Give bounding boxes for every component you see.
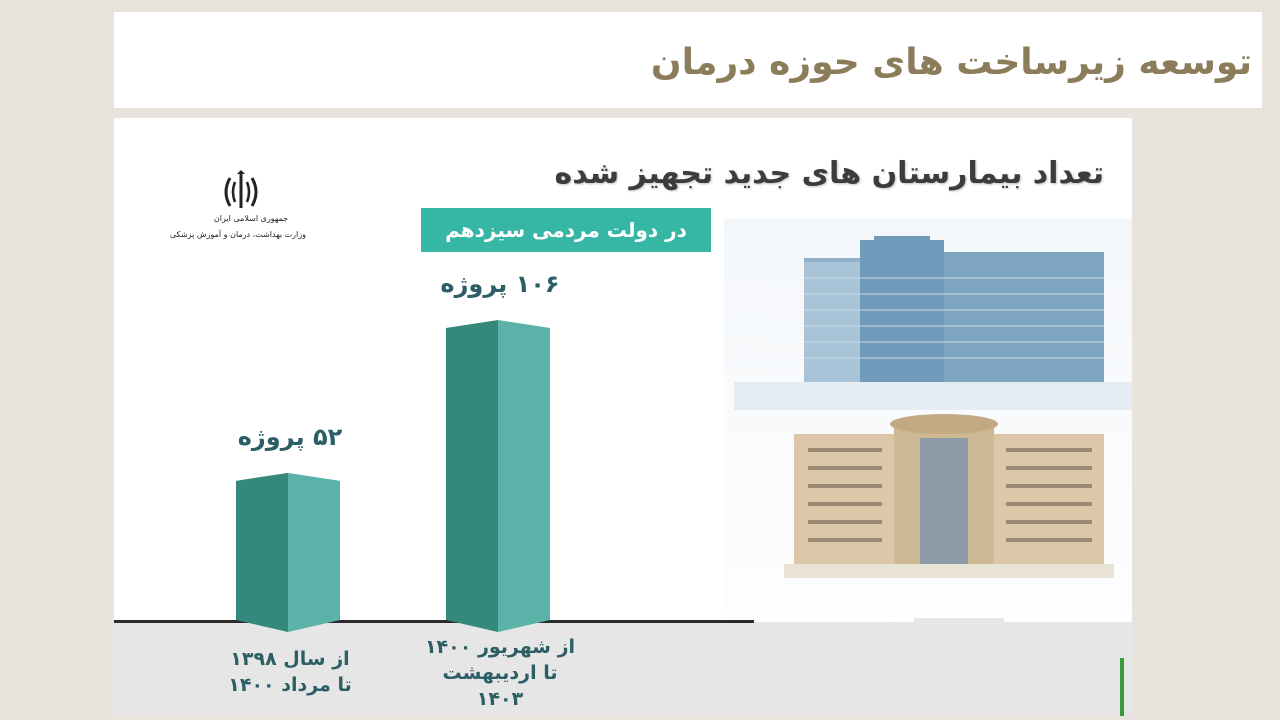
bar-value-label-2: ۱۰۶ پروژه bbox=[440, 270, 560, 298]
hospital-glass-tower-image bbox=[734, 236, 1132, 410]
bar-value-label-1: ۵۲ پروژه bbox=[237, 422, 343, 451]
infographic-image: جمهوری اسلامی ایران وزارت بهداشت، درمان … bbox=[114, 118, 1132, 716]
bar-chart bbox=[236, 320, 550, 632]
infographic-heading: تعداد بیمارستان های جدید تجهیز شده bbox=[554, 156, 1104, 191]
chart-baseline bbox=[114, 620, 754, 623]
bar-2-left-face bbox=[446, 320, 498, 632]
hospital-beige-building-image bbox=[784, 414, 1114, 578]
baseline-shade bbox=[114, 622, 1132, 716]
ministry-logo: جمهوری اسلامی ایران وزارت بهداشت، درمان … bbox=[169, 170, 306, 250]
period-label-1: از سال ۱۳۹۸ تا مرداد ۱۴۰۰ bbox=[200, 646, 380, 698]
period-label-2-line-1: از شهریور ۱۴۰۰ bbox=[424, 636, 576, 658]
period-label-2: از شهریور ۱۴۰۰ تا اردیبهشت ۱۴۰۳ bbox=[410, 634, 590, 712]
slide-title-bar: توسعه زیرساخت های حوزه درمان bbox=[114, 12, 1262, 108]
bar-2 bbox=[446, 320, 550, 632]
period-label-2-line-2: تا اردیبهشت bbox=[442, 662, 558, 684]
iran-emblem-icon bbox=[224, 170, 258, 208]
period-label-2-line-3: ۱۴۰۳ bbox=[476, 688, 524, 710]
bar-1-right-face bbox=[288, 472, 340, 632]
accent-edge bbox=[1120, 658, 1124, 716]
bar-1-left-face bbox=[236, 472, 288, 632]
period-label-1-line-2: تا مرداد ۱۴۰۰ bbox=[228, 674, 352, 696]
logo-text-ministry: وزارت بهداشت، درمان و آموزش پزشکی bbox=[169, 230, 306, 239]
logo-text-country: جمهوری اسلامی ایران bbox=[213, 214, 289, 223]
subtitle-badge: در دولت مردمی سیزدهم bbox=[421, 208, 711, 252]
bar-1 bbox=[236, 472, 340, 632]
bar-2-right-face bbox=[498, 320, 550, 632]
period-label-1-line-1: از سال ۱۳۹۸ bbox=[230, 648, 350, 670]
slide-title: توسعه زیرساخت های حوزه درمان bbox=[650, 42, 1252, 83]
